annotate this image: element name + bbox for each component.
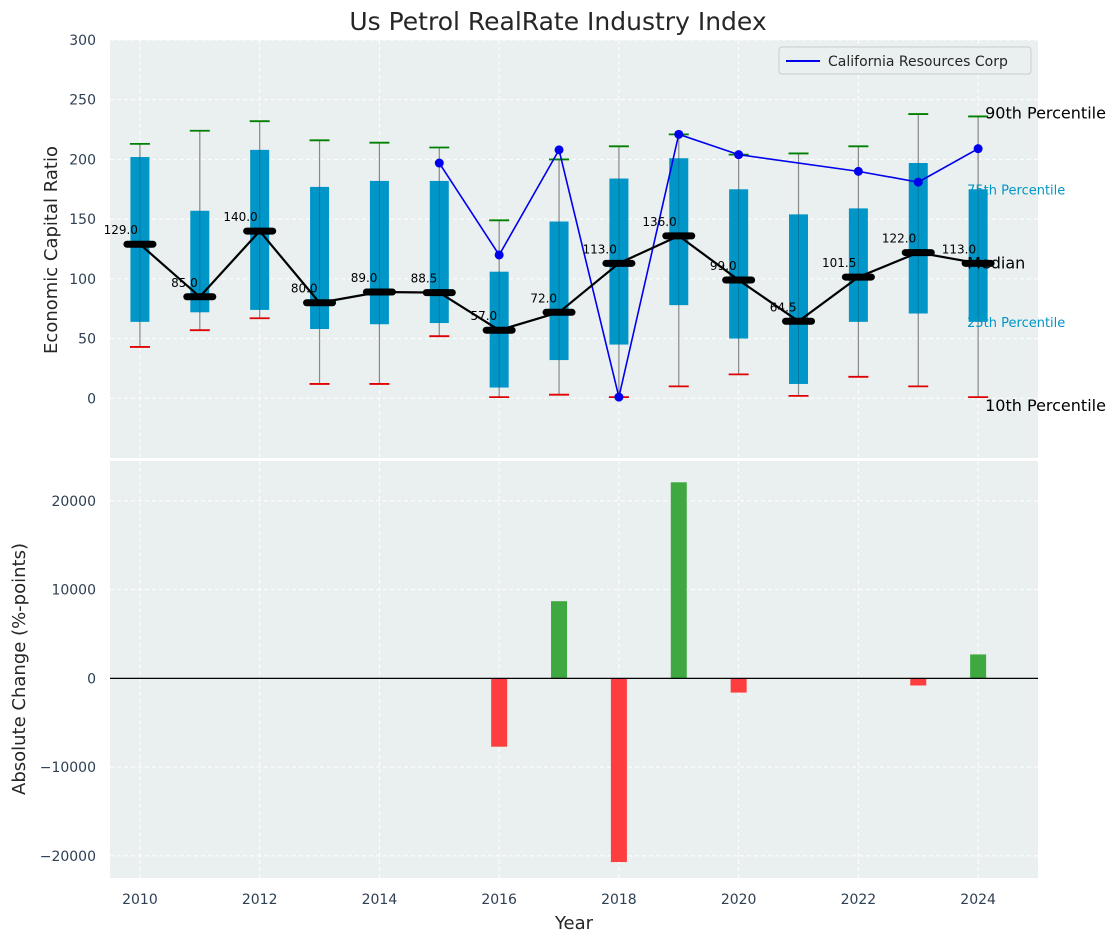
top-boxes [129, 113, 989, 398]
company-point [734, 150, 744, 160]
x-ticks: 2010 2012 2014 2016 2018 2020 2022 2024 [122, 892, 996, 908]
median-series: 129.0 85.0 140.0 80.0 89.0 88.5 57.0 72.0 113.0 1… [104, 210, 995, 334]
legend-box [778, 46, 1032, 75]
bottom-y-tick-label: −20000 [40, 849, 96, 865]
company-point [913, 177, 923, 187]
p10-annotation: 10th Percentile [985, 396, 1106, 415]
top-panel: 0 50 100 150 200 250 300 129.0 85.0 140.0 80.0 89.… [41, 7, 1106, 458]
company-point [853, 166, 863, 176]
top-y-tick-label: 300 [69, 33, 96, 49]
top-y-tick-label: 200 [69, 152, 96, 168]
top-y-tick-label: 50 [78, 332, 96, 348]
increase-bar [670, 482, 687, 679]
x-tick-label: 2022 [841, 892, 877, 908]
median-value-label: 64.5 [770, 300, 797, 314]
chart-title: Us Petrol RealRate Industry Index [349, 7, 766, 36]
bottom-y-tick-label: −10000 [40, 760, 96, 776]
top-y-tick-label: 0 [87, 391, 96, 407]
company-point [434, 158, 444, 168]
median-value-label: 113.0 [583, 242, 617, 256]
decrease-bar [491, 678, 508, 747]
bottom-panel: −20000 −10000 0 10000 20000 2010 2012 2014 2016… [9, 461, 1038, 934]
median-value-label: 85.0 [171, 276, 198, 290]
bottom-y-tick-label: 20000 [51, 494, 96, 510]
x-tick-label: 2016 [481, 892, 517, 908]
bottom-y-tick-label: 0 [87, 671, 96, 687]
x-tick-label: 2024 [960, 892, 996, 908]
company-series [434, 129, 983, 402]
top-y-tick-label: 250 [69, 93, 96, 109]
median-value-label: 136.0 [642, 215, 676, 229]
median-value-label: 122.0 [882, 232, 916, 246]
median-value-label: 99.0 [710, 259, 737, 273]
x-tick-label: 2020 [721, 892, 757, 908]
decrease-bar [910, 678, 927, 686]
legend-label: California Resources Corp [828, 54, 1008, 70]
bottom-y-axis-label: Absolute Change (%-points) [9, 543, 30, 795]
median-annotation: Median [967, 253, 1025, 272]
bottom-y-tick-label: 10000 [51, 583, 96, 599]
percentile-annotations: 90th Percentile 75th Percentile Median 25th… [967, 103, 1106, 415]
top-y-axis-label: Economic Capital Ratio [41, 146, 62, 354]
p75-annotation: 75th Percentile [967, 183, 1065, 198]
median-value-label: 113.0 [942, 242, 976, 256]
x-tick-label: 2010 [122, 892, 158, 908]
company-point [614, 392, 624, 402]
company-point [674, 129, 684, 139]
median-value-label: 57.0 [470, 309, 497, 323]
top-plot-area [110, 40, 1038, 458]
decrease-bar [610, 678, 627, 863]
p90-annotation: 90th Percentile [985, 103, 1106, 122]
bottom-plot-area [110, 461, 1038, 878]
increase-bar [551, 601, 568, 679]
median-value-label: 140.0 [223, 210, 257, 224]
median-value-label: 72.0 [530, 291, 557, 305]
increase-bar [970, 654, 987, 679]
median-value-label: 101.5 [822, 256, 856, 270]
bottom-y-ticks: −20000 −10000 0 10000 20000 [40, 494, 96, 865]
company-point [554, 145, 564, 155]
decrease-bar [730, 678, 747, 693]
median-value-label: 80.0 [291, 282, 318, 296]
x-tick-label: 2012 [242, 892, 278, 908]
top-y-tick-label: 150 [69, 212, 96, 228]
top-y-ticks: 0 50 100 150 200 250 300 [69, 33, 96, 407]
median-value-label: 88.5 [411, 272, 438, 286]
median-value-label: 129.0 [104, 223, 138, 237]
change-bars [491, 482, 987, 863]
company-point [973, 144, 983, 154]
p25-annotation: 25th Percentile [967, 316, 1065, 331]
median-value-label: 89.0 [351, 271, 378, 285]
top-y-tick-label: 100 [69, 272, 96, 288]
x-axis-label: Year [554, 913, 594, 934]
company-point [494, 250, 504, 260]
legend: California Resources Corp [778, 46, 1032, 75]
x-tick-label: 2014 [362, 892, 398, 908]
x-tick-label: 2018 [601, 892, 637, 908]
